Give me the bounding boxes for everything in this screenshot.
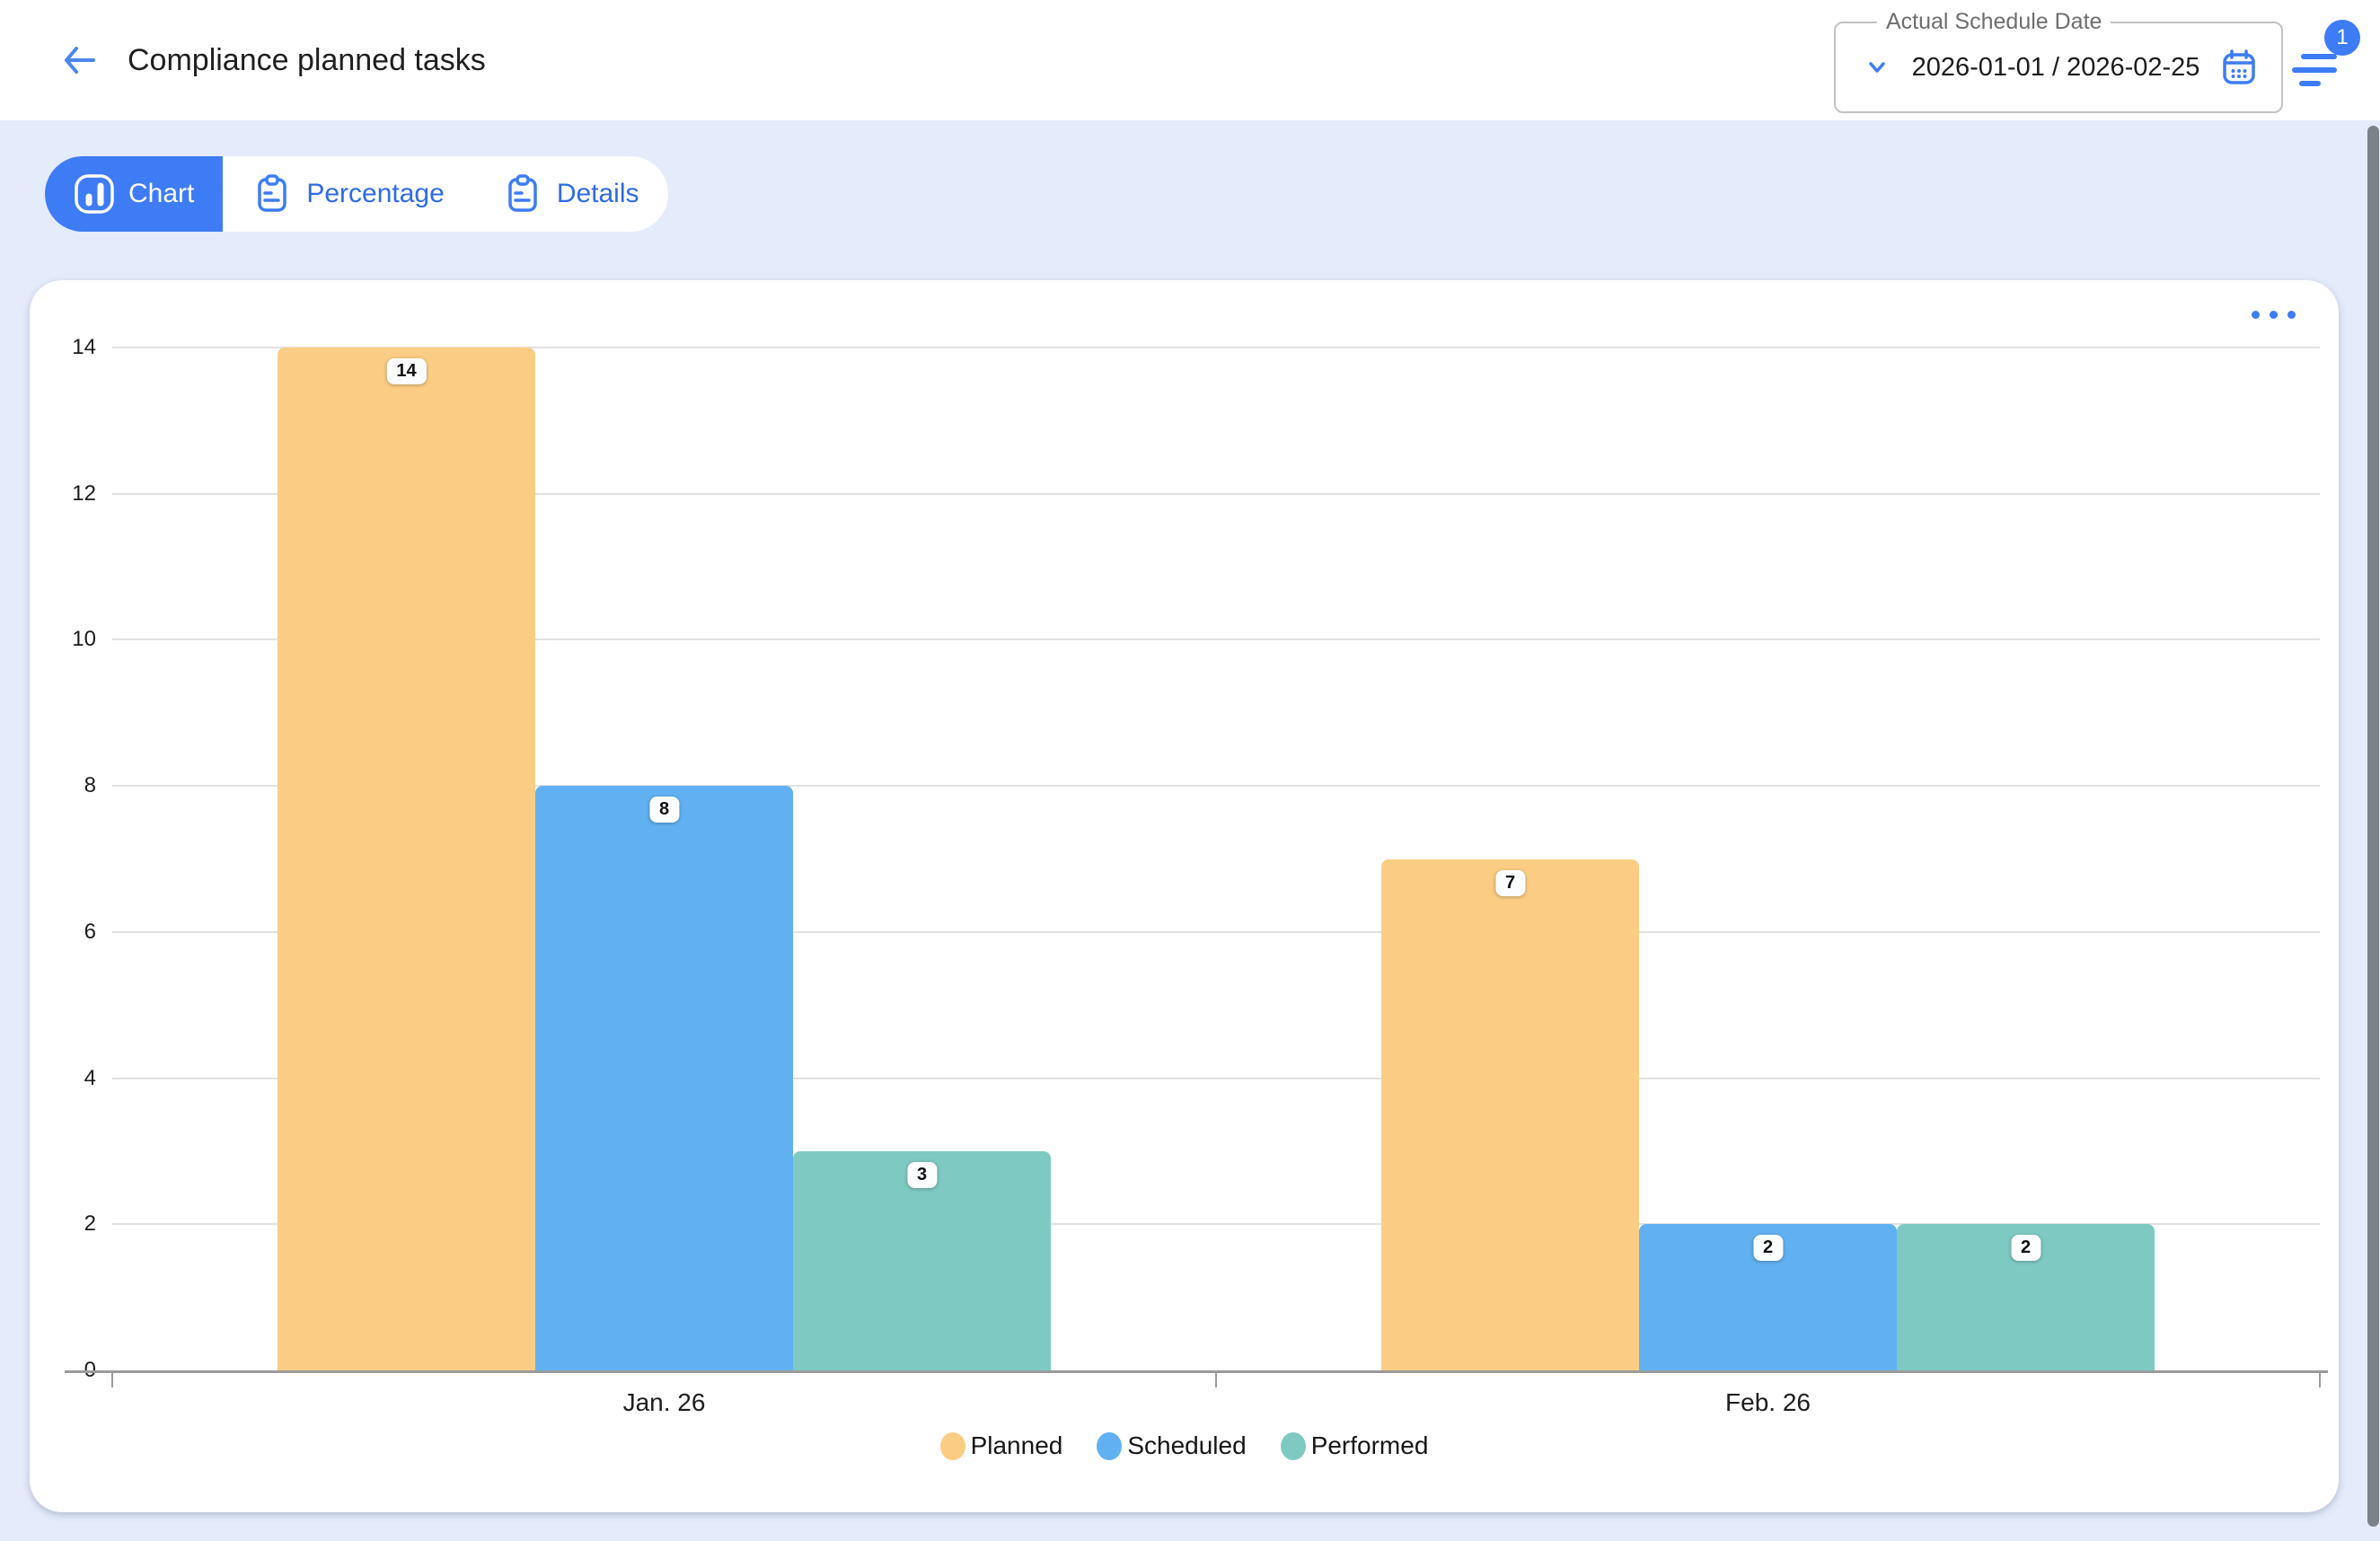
tab-chart-label: Chart xyxy=(128,179,195,208)
legend-item-planned[interactable]: Planned xyxy=(939,1431,1063,1460)
tab-percentage[interactable]: Percentage xyxy=(223,156,472,232)
date-range-picker[interactable]: Actual Schedule Date 2026-01-01 / 2026-0… xyxy=(1834,9,2283,113)
date-range-value: 2026-01-01 / 2026-02-25 xyxy=(1911,52,2200,82)
legend-swatch-icon xyxy=(1280,1431,1306,1460)
legend-swatch-icon xyxy=(939,1431,965,1460)
bar-value-label: 2 xyxy=(2010,1235,2041,1262)
y-axis-tick-label: 6 xyxy=(84,919,96,944)
arrow-left-icon xyxy=(59,40,99,80)
gridline xyxy=(112,785,2320,788)
clipboard-icon xyxy=(502,173,543,215)
chevron-down-icon[interactable] xyxy=(1863,53,1891,82)
chart-legend: Planned Scheduled Performed xyxy=(30,1431,2339,1460)
x-axis-tick xyxy=(111,1373,113,1387)
gridline xyxy=(112,930,2320,933)
ellipsis-icon xyxy=(2252,311,2260,319)
view-tab-bar: Chart Percentage Details xyxy=(45,156,668,232)
y-axis-tick-label: 2 xyxy=(84,1211,96,1237)
chart-menu-button[interactable] xyxy=(2246,305,2301,324)
bar-value-label: 7 xyxy=(1494,869,1526,896)
x-axis-category-label: Jan. 26 xyxy=(622,1388,706,1416)
y-axis-tick-label: 12 xyxy=(72,480,96,506)
bar-value-label: 14 xyxy=(386,358,427,384)
y-axis-tick-label: 8 xyxy=(84,773,96,798)
bar-chart-icon xyxy=(74,173,115,215)
calendar-icon[interactable] xyxy=(2220,48,2258,86)
x-axis-tick xyxy=(2319,1373,2321,1387)
chart-card: 0 2 4 6 8 10 12 14 14 8 3 Jan. 26 7 2 2 Feb. 26 Planned S… xyxy=(30,280,2339,1512)
legend-swatch-icon xyxy=(1097,1431,1123,1460)
top-header: Compliance planned tasks Actual Schedule… xyxy=(0,0,2380,120)
bar-value-label: 3 xyxy=(906,1161,938,1188)
bar-planned-Jan26[interactable] xyxy=(278,348,535,1370)
gridline xyxy=(112,347,2320,348)
tab-percentage-label: Percentage xyxy=(306,179,445,208)
gridline xyxy=(112,1223,2320,1226)
filter-count-badge: 1 xyxy=(2324,20,2360,56)
legend-label: Performed xyxy=(1310,1431,1429,1459)
filter-lines-icon xyxy=(2292,54,2339,90)
bar-value-label: 2 xyxy=(1752,1235,1784,1262)
bar-value-label: 8 xyxy=(648,797,680,823)
tab-details-label: Details xyxy=(556,179,639,208)
legend-label: Planned xyxy=(970,1431,1063,1459)
tab-chart[interactable]: Chart xyxy=(45,156,224,232)
x-axis-line xyxy=(65,1370,2328,1373)
legend-item-scheduled[interactable]: Scheduled xyxy=(1097,1431,1247,1460)
vertical-scrollbar[interactable] xyxy=(2367,126,2379,1527)
date-range-label: Actual Schedule Date xyxy=(1877,9,2111,35)
y-axis-tick-label: 0 xyxy=(35,1358,96,1383)
filter-button[interactable]: 1 xyxy=(2290,20,2360,95)
bar-scheduled-Jan26[interactable] xyxy=(535,786,793,1370)
x-axis-tick xyxy=(1215,1373,1217,1387)
bar-planned-Feb26[interactable] xyxy=(1381,859,1639,1370)
x-axis-category-label: Feb. 26 xyxy=(1725,1388,1811,1416)
y-axis-tick-label: 10 xyxy=(72,627,96,652)
legend-label: Scheduled xyxy=(1127,1431,1247,1459)
gridline xyxy=(112,492,2320,495)
gridline xyxy=(112,1077,2320,1079)
y-axis-tick-label: 14 xyxy=(72,335,96,359)
y-axis-tick-label: 4 xyxy=(84,1065,96,1090)
tab-details[interactable]: Details xyxy=(473,156,668,232)
gridline xyxy=(112,638,2320,641)
page-title: Compliance planned tasks xyxy=(128,42,486,77)
legend-item-performed[interactable]: Performed xyxy=(1280,1431,1429,1460)
back-button[interactable] xyxy=(56,37,102,84)
clipboard-icon xyxy=(251,173,293,215)
bar-chart-plot: 0 2 4 6 8 10 12 14 14 8 3 Jan. 26 7 2 2 Feb. 26 Planned S… xyxy=(30,280,2339,1512)
